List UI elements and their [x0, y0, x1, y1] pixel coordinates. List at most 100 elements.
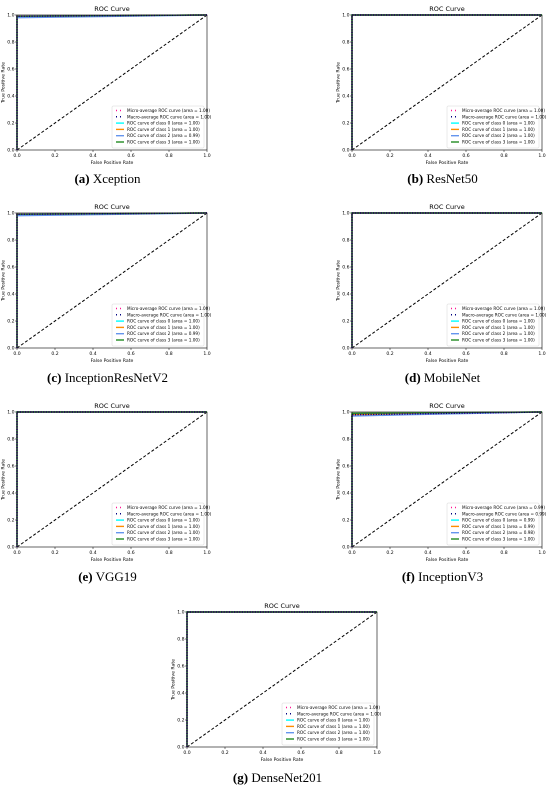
legend-entry: ROC curve of class 2 (area = 0.99) — [127, 133, 200, 138]
legend-entry: ROC curve of class 0 (area = 1.00) — [127, 518, 200, 523]
axes-frame — [16, 411, 208, 548]
x-axis-label: False Positive Rate — [426, 358, 469, 364]
y-tick-label: 0.0 — [7, 545, 14, 551]
y-tick-label: 0.6 — [177, 664, 184, 670]
chance-diagonal — [16, 212, 208, 349]
axes-frame — [351, 212, 543, 349]
caption-label: (b) — [407, 171, 424, 186]
axes-frame — [16, 212, 208, 349]
x-tick-label: 0.4 — [259, 750, 266, 756]
x-tick-label: 1.0 — [538, 550, 545, 556]
chance-diagonal — [351, 411, 543, 548]
legend-entry: ROC curve of class 2 (area = 1.00) — [297, 730, 370, 735]
legend-entry: ROC curve of class 2 (area = 1.00) — [462, 331, 535, 336]
legend-entry: ROC curve of class 3 (area = 1.00) — [462, 140, 535, 145]
roc-chart-svg: ROC Curve False Positive Rate True Positiv… — [336, 402, 547, 563]
caption-model: MobileNet — [423, 370, 481, 385]
y-tick-label: 0.6 — [7, 265, 14, 271]
x-tick-label: 0.4 — [424, 153, 431, 159]
x-tick-label: 0.2 — [51, 351, 58, 357]
legend-entry: Macro-average ROC curve (area = 1.00) — [127, 511, 212, 516]
chart-title: ROC Curve — [94, 402, 129, 410]
y-tick-label: 0.2 — [342, 518, 349, 524]
roc-panel-vgg19: ROC Curve False Positive Rate True Positiv… — [0, 397, 215, 587]
x-tick-label: 1.0 — [203, 550, 210, 556]
roc-panel-xception: ROC Curve False Positive Rate True Positiv… — [0, 0, 215, 190]
legend: Micro-average ROC curve (area = 1.00)Mac… — [111, 303, 212, 347]
legend-entry: Macro-average ROC curve (area = 1.00) — [127, 114, 212, 119]
y-tick-label: 0.2 — [7, 518, 14, 524]
x-tick-label: 0.4 — [424, 351, 431, 357]
legend-entry: ROC curve of class 2 (area = 0.99) — [127, 331, 200, 336]
x-tick-label: 0.4 — [424, 550, 431, 556]
caption-inceptionv3: (f) InceptionV3 — [335, 569, 550, 585]
y-tick-label: 0.0 — [7, 148, 14, 154]
caption-xception: (a) Xception — [0, 171, 215, 187]
y-tick-label: 0.6 — [342, 265, 349, 271]
legend-entry: Macro-average ROC curve (area = 1.00) — [297, 711, 382, 716]
roc-chart-svg: ROC Curve False Positive Rate True Positiv… — [1, 402, 212, 563]
legend-entry: ROC curve of class 1 (area = 0.99) — [462, 524, 535, 529]
legend-box — [446, 303, 540, 347]
caption-label: (f) — [401, 569, 415, 584]
legend-entry: Micro-average ROC curve (area = 1.00) — [297, 705, 380, 710]
legend-entry: Macro-average ROC curve (area = 1.00) — [127, 312, 212, 317]
y-tick-label: 0.4 — [7, 94, 14, 100]
x-tick-label: 0.4 — [89, 351, 96, 357]
x-tick-label: 0.0 — [13, 351, 20, 357]
x-tick-label: 0.4 — [89, 550, 96, 556]
y-tick-label: 0.4 — [342, 292, 349, 298]
legend-entry: ROC curve of class 3 (area = 1.00) — [127, 338, 200, 343]
y-tick-label: 0.8 — [177, 637, 184, 643]
legend-entry: ROC curve of class 2 (area = 1.00) — [127, 530, 200, 535]
caption-densenet201: (g) DenseNet201 — [170, 770, 385, 786]
legend-box — [446, 105, 540, 149]
legend-entry: ROC curve of class 1 (area = 1.00) — [297, 724, 370, 729]
x-axis-label: False Positive Rate — [261, 757, 304, 763]
chart-title: ROC Curve — [429, 402, 464, 410]
chance-diagonal — [351, 14, 543, 151]
legend-entry: ROC curve of class 3 (area = 1.00) — [297, 737, 370, 742]
legend-box — [111, 303, 205, 347]
chart-title: ROC Curve — [429, 203, 464, 211]
caption-label: (a) — [74, 171, 90, 186]
y-tick-label: 0.2 — [177, 718, 184, 724]
caption-model: VGG19 — [95, 569, 137, 584]
x-tick-label: 0.4 — [89, 153, 96, 159]
legend-entry: Micro-average ROC curve (area = 0.99) — [462, 505, 545, 510]
y-tick-label: 0.0 — [342, 148, 349, 154]
y-tick-label: 0.4 — [7, 491, 14, 497]
x-tick-label: 1.0 — [203, 351, 210, 357]
x-tick-label: 0.0 — [13, 153, 20, 159]
legend-entry: ROC curve of class 1 (area = 1.00) — [127, 325, 200, 330]
caption-label: (c) — [47, 370, 62, 385]
x-tick-label: 0.2 — [386, 351, 393, 357]
roc-panel-resnet50: ROC Curve False Positive Rate True Positiv… — [335, 0, 550, 190]
x-tick-label: 0.0 — [348, 550, 355, 556]
x-tick-label: 1.0 — [203, 153, 210, 159]
legend-entry: ROC curve of class 1 (area = 1.00) — [127, 127, 200, 132]
y-tick-label: 0.2 — [342, 121, 349, 127]
legend-entry: Micro-average ROC curve (area = 1.00) — [462, 306, 545, 311]
y-tick-label: 1.0 — [342, 211, 349, 217]
y-tick-label: 1.0 — [7, 410, 14, 416]
y-axis-label: True Positive Rate — [1, 260, 7, 302]
legend-entry: ROC curve of class 0 (area = 1.00) — [127, 319, 200, 324]
y-tick-label: 1.0 — [177, 610, 184, 616]
legend-box — [111, 105, 205, 149]
x-tick-label: 0.6 — [462, 351, 469, 357]
x-axis-label: False Positive Rate — [426, 160, 469, 166]
caption-label: (d) — [404, 370, 421, 385]
legend-entry: Micro-average ROC curve (area = 1.00) — [462, 108, 545, 113]
legend-entry: Micro-average ROC curve (area = 1.00) — [127, 306, 210, 311]
x-tick-label: 0.2 — [51, 153, 58, 159]
y-tick-label: 0.2 — [342, 319, 349, 325]
x-tick-label: 0.6 — [127, 351, 134, 357]
roc-panel-inceptionresnetv2: ROC Curve False Positive Rate True Positiv… — [0, 198, 215, 388]
roc-chart-svg: ROC Curve False Positive Rate True Positiv… — [1, 5, 212, 166]
x-tick-label: 0.2 — [386, 153, 393, 159]
y-tick-label: 0.0 — [342, 346, 349, 352]
legend: Micro-average ROC curve (area = 1.00)Mac… — [446, 303, 547, 347]
legend: Micro-average ROC curve (area = 1.00)Mac… — [446, 105, 547, 149]
y-tick-label: 0.6 — [342, 67, 349, 73]
